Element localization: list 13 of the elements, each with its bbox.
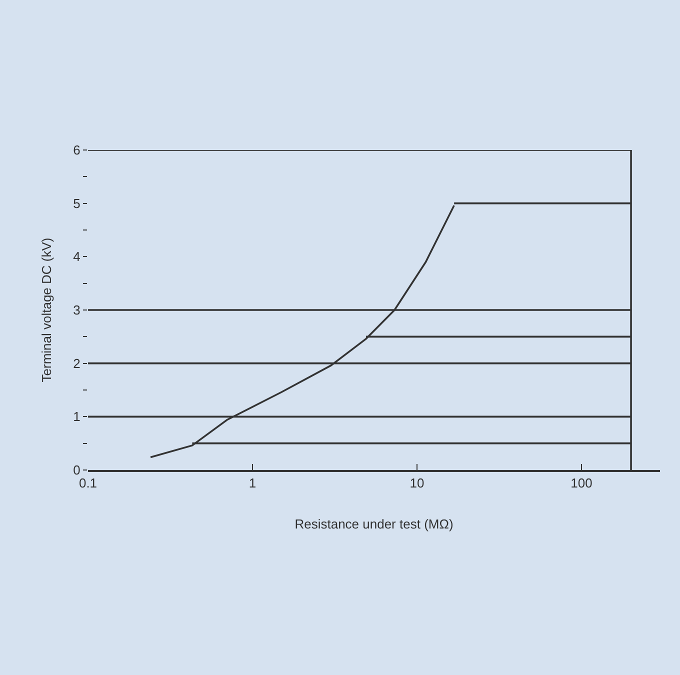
- y-tick-label: 1: [73, 409, 80, 424]
- x-tick-label: 1: [248, 476, 256, 490]
- y-tick-label: 3: [73, 302, 80, 318]
- x-tick-label: 10: [410, 476, 424, 490]
- x-tick-label: 0.1: [78, 476, 98, 490]
- y-tick-label: 2: [73, 356, 80, 371]
- x-axis-title: Resistance under test (MΩ): [294, 516, 454, 532]
- x-tick-label: 100: [570, 476, 592, 490]
- y-axis-title: Terminal voltage DC (kV): [39, 238, 54, 382]
- y-tick-label: 0: [73, 462, 80, 478]
- y-tick-label: 6: [73, 142, 80, 158]
- y-tick-label: 4: [73, 249, 80, 264]
- y-tick-label: 5: [73, 196, 80, 211]
